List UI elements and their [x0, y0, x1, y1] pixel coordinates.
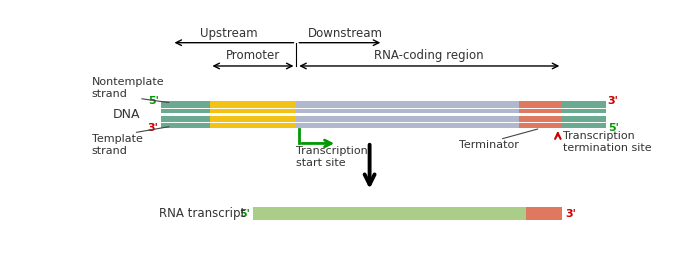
Text: Template
strand: Template strand: [92, 134, 143, 156]
Text: 3': 3': [565, 209, 576, 219]
Bar: [562, 101, 606, 114]
Text: 5': 5': [608, 123, 619, 133]
Text: Transcription
start site: Transcription start site: [296, 146, 368, 168]
Text: Downstream: Downstream: [308, 27, 383, 40]
Text: 3': 3': [608, 96, 619, 106]
Text: RNA transcript: RNA transcript: [159, 207, 245, 220]
Bar: [526, 207, 562, 220]
Text: 5': 5': [239, 209, 251, 219]
Bar: [161, 115, 209, 128]
Text: Upstream: Upstream: [199, 27, 258, 40]
Bar: [296, 115, 519, 128]
Bar: [209, 115, 296, 128]
Bar: [161, 101, 209, 114]
Bar: [209, 101, 296, 114]
Bar: [519, 101, 562, 114]
Bar: [562, 115, 606, 128]
Text: Promoter: Promoter: [226, 49, 280, 62]
Text: Terminator: Terminator: [459, 140, 519, 150]
Text: Transcription
termination site: Transcription termination site: [564, 131, 652, 153]
Text: 5': 5': [148, 96, 159, 106]
Text: DNA: DNA: [113, 108, 141, 121]
Bar: [253, 207, 526, 220]
Text: RNA-coding region: RNA-coding region: [374, 49, 484, 62]
Bar: [161, 113, 606, 116]
Bar: [296, 101, 519, 114]
Text: Nontemplate
strand: Nontemplate strand: [92, 78, 164, 99]
Text: 3': 3': [148, 123, 159, 133]
Bar: [519, 115, 562, 128]
